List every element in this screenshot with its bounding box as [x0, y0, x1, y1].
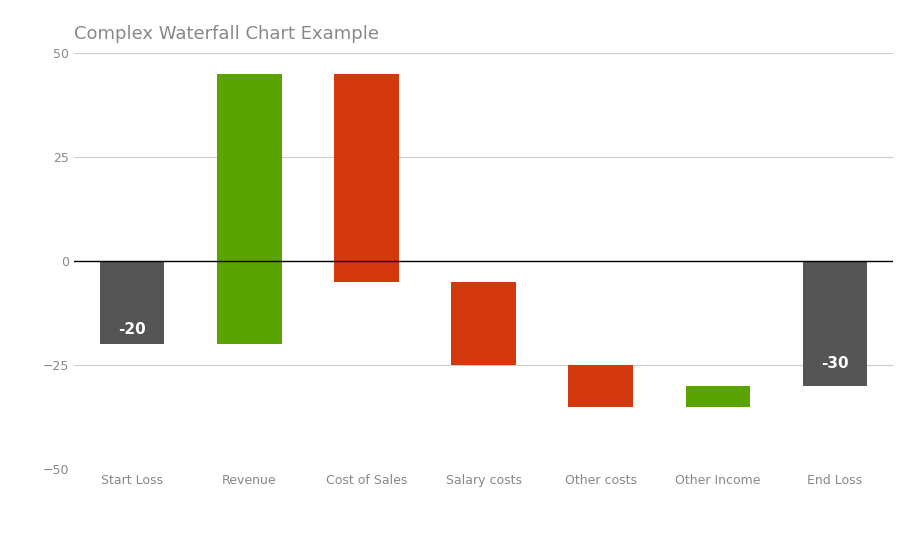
Bar — [334, 74, 399, 282]
Bar — [802, 261, 867, 386]
Bar — [568, 365, 633, 407]
Text: -20: -20 — [119, 322, 146, 337]
Text: -30: -30 — [821, 356, 848, 371]
Text: Complex Waterfall Chart Example: Complex Waterfall Chart Example — [74, 26, 379, 43]
Bar — [451, 282, 516, 365]
Bar — [685, 386, 750, 407]
Bar — [217, 74, 282, 344]
Bar — [100, 261, 165, 344]
